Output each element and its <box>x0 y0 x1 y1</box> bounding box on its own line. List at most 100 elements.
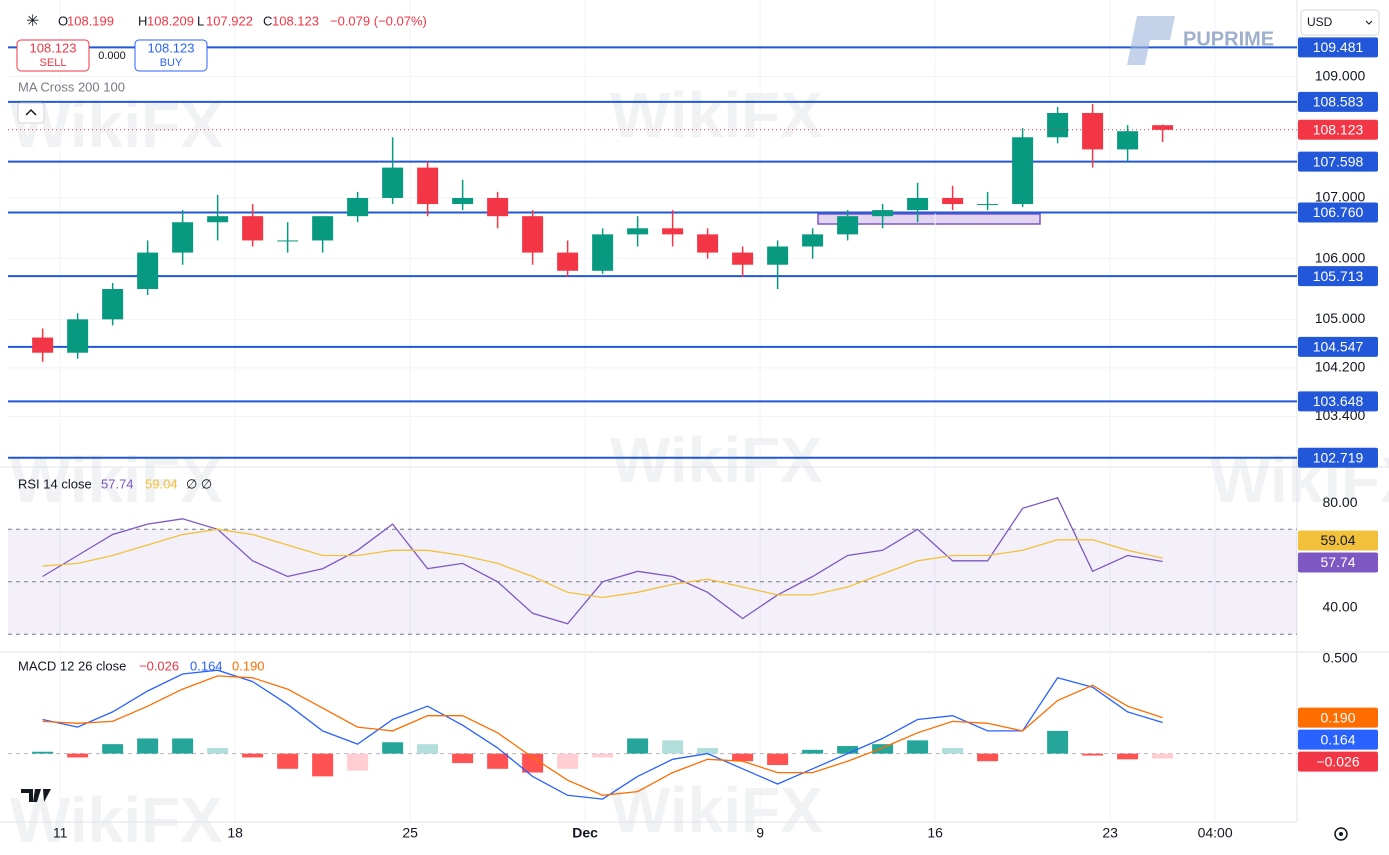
price-label-box <box>1298 530 1378 551</box>
candle-body <box>172 222 194 253</box>
sell-price[interactable]: 108.123 <box>30 40 77 55</box>
level-label-box <box>1298 151 1378 172</box>
rsi-line <box>42 528 1163 599</box>
spread: 0.000 <box>98 50 126 62</box>
legend-value: −0.026 <box>139 658 179 673</box>
histogram-bar <box>1117 753 1139 760</box>
watermark: WikiFX <box>610 424 823 496</box>
legend-value: 0.190 <box>232 658 265 673</box>
candle-body <box>67 319 89 353</box>
buy-price[interactable]: 108.123 <box>148 40 195 55</box>
settings-icon-dot <box>1339 832 1343 836</box>
level-label: 105.713 <box>1313 268 1364 284</box>
histogram-bar <box>697 747 719 754</box>
histogram-bar <box>242 753 264 758</box>
candle-body <box>487 197 509 217</box>
candle-body <box>627 228 649 235</box>
icon[interactable]: ✳ <box>26 13 39 30</box>
watermark: WikiFX <box>10 784 223 855</box>
watermark: WikiFX <box>610 79 823 151</box>
level-label-box <box>1298 391 1378 412</box>
candle-body <box>767 246 789 265</box>
histogram-bar <box>277 753 299 769</box>
rsi-line <box>42 497 1163 625</box>
sell-button[interactable] <box>16 39 90 72</box>
dropdown-icon <box>1365 20 1373 25</box>
histogram-bar <box>522 753 544 773</box>
histogram-bar <box>382 742 404 754</box>
candle-body <box>32 337 54 353</box>
histogram-bar <box>977 753 999 762</box>
level-label: 109.481 <box>1313 39 1364 55</box>
candle-body <box>557 252 579 271</box>
histogram-bar <box>452 753 474 764</box>
candle-body <box>732 252 754 265</box>
buy-label[interactable]: BUY <box>160 57 183 69</box>
price-label: −0.026 <box>1316 753 1359 769</box>
buy-button[interactable] <box>134 39 208 72</box>
legend-value: 0.164 <box>190 658 223 673</box>
level-label-box <box>1298 202 1378 223</box>
histogram-bar <box>347 753 369 771</box>
histogram-bar <box>207 747 229 754</box>
x-tick-label: 04:00 <box>1198 825 1233 841</box>
indicator-title: RSI 14 close <box>18 476 92 491</box>
histogram-bar <box>417 744 439 754</box>
histogram-bar <box>872 744 894 754</box>
candle-body <box>977 204 999 206</box>
histogram-bar <box>137 738 159 754</box>
ohlc-value: 108.123 <box>272 13 319 28</box>
y-tick-label: 105.000 <box>1315 310 1366 326</box>
brand: PUPRIME <box>1183 28 1274 50</box>
level-label-box <box>1298 447 1378 468</box>
histogram-bar <box>1082 753 1104 756</box>
histogram-bar <box>172 738 194 754</box>
y-tick-label: 106.000 <box>1315 249 1366 265</box>
histogram-bar <box>907 740 929 754</box>
candle-body <box>277 240 299 242</box>
collapse-button[interactable] <box>17 102 45 124</box>
y-tick-label: 80.00 <box>1322 494 1357 510</box>
sell-label[interactable]: SELL <box>40 57 67 69</box>
x-tick-label: 25 <box>402 825 418 841</box>
candle-body <box>312 216 334 241</box>
histogram-bar <box>767 753 789 765</box>
candle-body <box>1082 112 1104 150</box>
histogram-bar <box>312 753 334 777</box>
histogram-bar <box>557 753 579 769</box>
y-tick-label: 107.000 <box>1315 189 1366 205</box>
legend-extra: ∅ ∅ <box>186 476 212 491</box>
candle-body <box>242 216 264 241</box>
x-tick-label: 9 <box>756 825 764 841</box>
x-tick-label: Dec <box>572 825 598 841</box>
price-label-box <box>1298 729 1378 750</box>
level-label: 107.598 <box>1313 153 1364 169</box>
legend-value: 57.74 <box>101 476 134 491</box>
candle-body <box>1012 137 1034 205</box>
ohlc-letter: H <box>138 13 147 28</box>
candle-body <box>207 216 229 223</box>
candle-body <box>802 234 824 247</box>
level-label-box <box>1298 37 1378 58</box>
histogram-bar <box>487 753 509 769</box>
settings-icon[interactable] <box>1334 827 1348 841</box>
brand-logo <box>1127 16 1175 65</box>
candle-body <box>662 228 684 235</box>
y-tick-label: 0.500 <box>1322 649 1357 665</box>
x-tick-label: 18 <box>227 825 243 841</box>
level-label: 108.583 <box>1313 94 1364 110</box>
candle-body <box>697 234 719 253</box>
price-label: 59.04 <box>1320 532 1355 548</box>
currency[interactable]: USD <box>1307 15 1333 29</box>
histogram-bar <box>67 753 89 758</box>
macd-line <box>42 669 1163 800</box>
ohlc-letter: L <box>197 13 204 28</box>
indicator-title: MACD 12 26 close <box>18 658 126 673</box>
histogram-bar <box>802 749 824 754</box>
ohlc-value: 108.209 <box>147 13 194 28</box>
currency-select[interactable] <box>1300 9 1380 36</box>
histogram-bar <box>1152 753 1174 759</box>
